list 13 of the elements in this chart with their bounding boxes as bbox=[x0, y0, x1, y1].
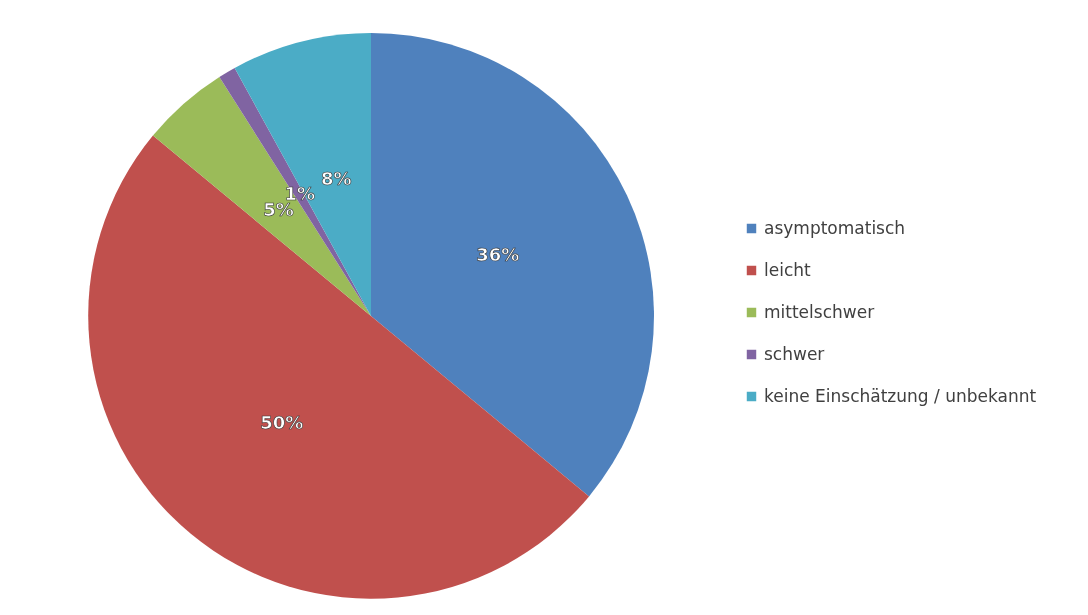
legend-label: asymptomatisch bbox=[764, 217, 906, 238]
pie-slice bbox=[371, 33, 654, 497]
data-label: 50% bbox=[260, 411, 304, 433]
legend-label: schwer bbox=[764, 343, 825, 364]
legend-label: leicht bbox=[764, 259, 812, 280]
pie-slice bbox=[219, 68, 371, 316]
legend-label: keine Einschätzung / unbekannt bbox=[764, 385, 1037, 406]
legend-label: mittelschwer bbox=[764, 301, 875, 322]
data-label: 36% bbox=[476, 244, 520, 266]
pie-slice bbox=[234, 33, 371, 316]
data-label: 8% bbox=[320, 168, 352, 190]
pie-slice bbox=[88, 135, 590, 599]
pie-slice bbox=[152, 77, 371, 316]
